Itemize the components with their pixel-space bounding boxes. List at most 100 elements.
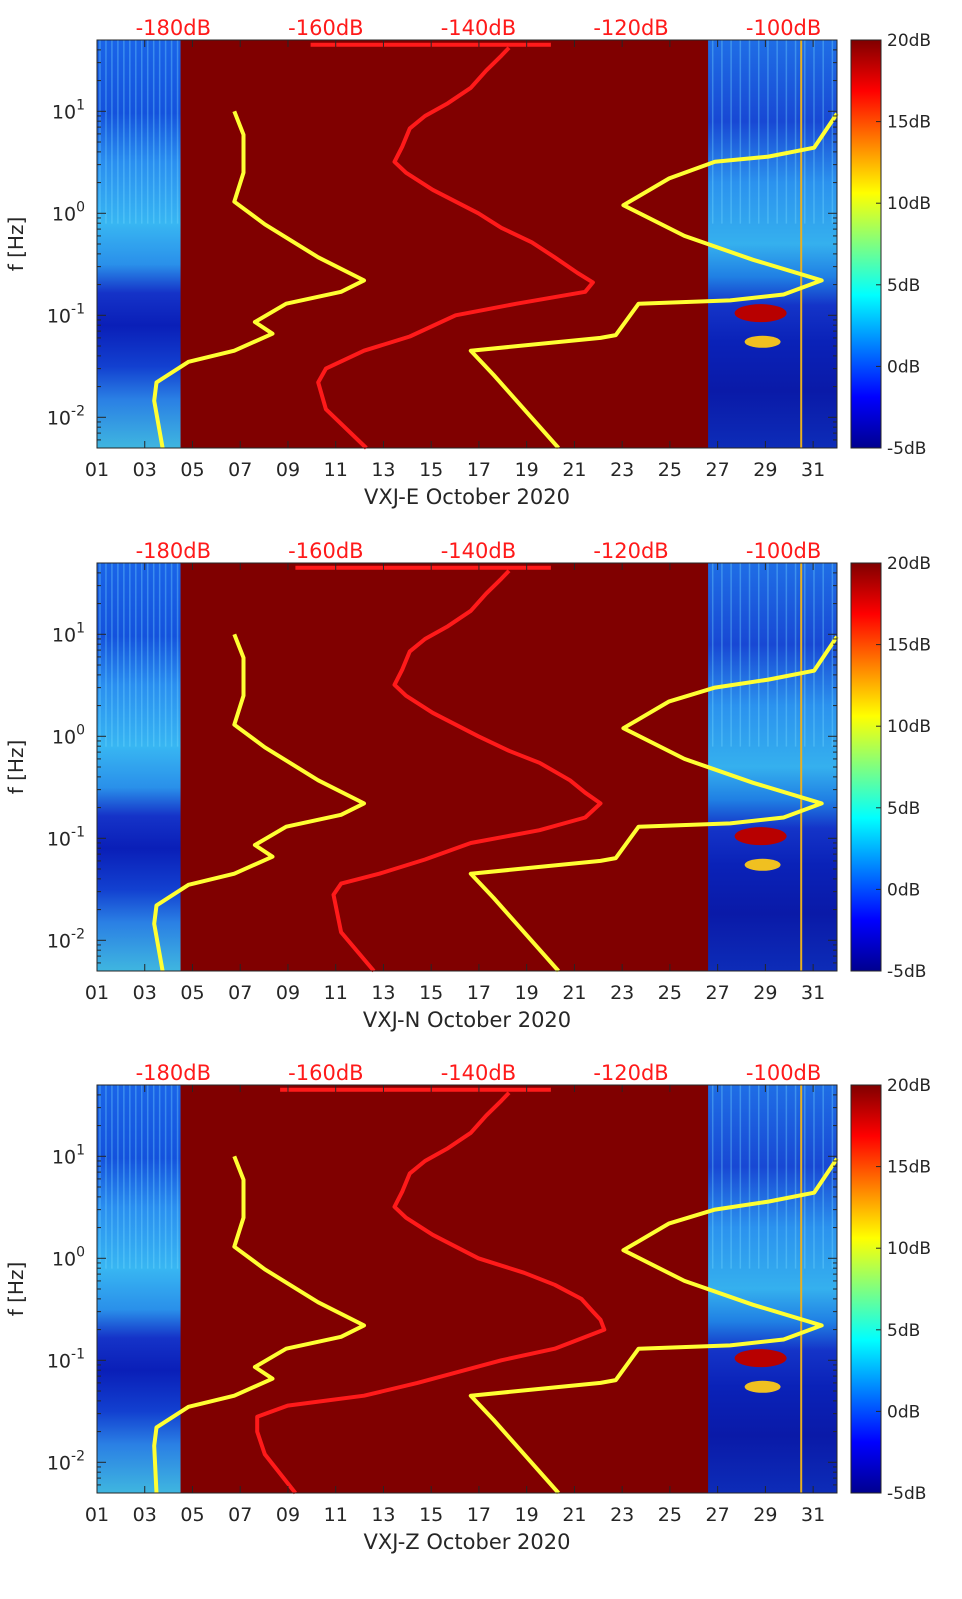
y-tick-label: 10-2 — [47, 926, 85, 952]
y-axis-label: f [Hz] — [4, 1262, 28, 1317]
x-tick-label: 07 — [228, 982, 252, 1004]
colorbar — [850, 562, 882, 972]
y-tick-label: 10-1 — [47, 301, 85, 327]
x-tick-label: 15 — [419, 1504, 443, 1526]
top-tick-label: -100dB — [746, 539, 821, 563]
x-tick-label: 05 — [180, 1504, 204, 1526]
x-tick-label: 01 — [85, 1504, 109, 1526]
x-tick-label: 27 — [706, 1504, 730, 1526]
spectrogram-block — [97, 40, 181, 448]
x-tick-label: 15 — [419, 459, 443, 481]
y-tick-label: 101 — [52, 620, 85, 646]
series-line-1 — [152, 110, 366, 449]
top-tick-label: -140dB — [441, 16, 516, 40]
x-tick-label: 19 — [515, 982, 539, 1004]
x-tick-label: 05 — [180, 982, 204, 1004]
x-tick-label: 07 — [228, 459, 252, 481]
colorbar-tick-label: 0dB — [887, 1402, 920, 1422]
y-tick-label: 10-2 — [47, 1448, 85, 1474]
x-tick-label: 29 — [753, 1504, 777, 1526]
colorbar-tick-label: 5dB — [887, 1321, 920, 1341]
panel-1: 01 03 05 07 09 11 13 15 17 19 21 23 25 27 29 31 -180dB -1… — [4, 16, 931, 509]
colorbar-tick-label: -5dB — [887, 1484, 926, 1504]
series-line-2 — [331, 569, 603, 973]
colorbar-tick-label: 5dB — [887, 799, 920, 819]
x-tick-label: 21 — [562, 459, 586, 481]
x-tick-label: 15 — [419, 982, 443, 1004]
panel-2: 01 03 05 07 09 11 13 15 17 19 21 23 25 27 29 31 -180dB -1… — [4, 539, 931, 1032]
x-tick-label: 31 — [801, 459, 825, 481]
top-tick-label: -160dB — [288, 539, 363, 563]
x-tick-label: 03 — [133, 1504, 157, 1526]
spectrogram-hotspot — [734, 827, 787, 846]
spectrogram-block — [97, 1085, 181, 1493]
x-tick-label: 27 — [706, 459, 730, 481]
x-tick-label: 27 — [706, 982, 730, 1004]
series-line-4 — [468, 635, 839, 973]
x-tick-label: 21 — [562, 1504, 586, 1526]
x-tick-label: 03 — [133, 982, 157, 1004]
spectrogram-block — [708, 563, 837, 971]
y-tick-label: 101 — [52, 97, 85, 123]
y-tick-label: 100 — [52, 1244, 85, 1270]
x-tick-label: 01 — [85, 459, 109, 481]
x-axis-label: VXJ-E October 2020 — [364, 485, 570, 509]
x-tick-label: 13 — [371, 982, 395, 1004]
colorbar-tick-label: 10dB — [887, 717, 931, 737]
colorbar-tick-label: 5dB — [887, 276, 920, 296]
y-tick-label: 100 — [52, 199, 85, 225]
top-tick-label: -120dB — [593, 539, 668, 563]
x-tick-label: 17 — [467, 459, 491, 481]
spectrogram-hotspot — [734, 304, 787, 323]
spectrogram-hotspot — [744, 335, 781, 348]
top-tick-label: -180dB — [136, 1061, 211, 1085]
colorbar-tick-label: 20dB — [887, 31, 931, 51]
colorbar-tick-label: 20dB — [887, 554, 931, 574]
colorbar-tick-label: 10dB — [887, 194, 931, 214]
x-tick-label: 23 — [610, 982, 634, 1004]
x-tick-label: 19 — [515, 459, 539, 481]
series-line-1 — [152, 1155, 366, 1494]
x-tick-label: 11 — [324, 1504, 348, 1526]
colorbar — [850, 39, 882, 449]
x-tick-label: 25 — [658, 1504, 682, 1526]
x-tick-label: 03 — [133, 459, 157, 481]
top-tick-label: -140dB — [441, 1061, 516, 1085]
series-line-4 — [468, 112, 839, 450]
colorbar-tick-label: 0dB — [887, 357, 920, 377]
top-tick-label: -180dB — [136, 16, 211, 40]
spectrogram-hotspot — [734, 1349, 787, 1368]
x-tick-label: 21 — [562, 982, 586, 1004]
x-tick-label: 13 — [371, 459, 395, 481]
top-tick-label: -120dB — [593, 1061, 668, 1085]
x-axis-label: VXJ-Z October 2020 — [364, 1530, 571, 1554]
x-tick-label: 05 — [180, 459, 204, 481]
x-tick-label: 23 — [610, 1504, 634, 1526]
series-line-2 — [255, 1091, 607, 1495]
x-tick-label: 31 — [801, 982, 825, 1004]
top-tick-label: -160dB — [288, 16, 363, 40]
spectrogram-block — [97, 563, 181, 971]
y-tick-label: 101 — [52, 1142, 85, 1168]
y-tick-label: 100 — [52, 722, 85, 748]
x-tick-label: 09 — [276, 1504, 300, 1526]
x-tick-label: 29 — [753, 459, 777, 481]
x-tick-label: 19 — [515, 1504, 539, 1526]
x-axis-label: VXJ-N October 2020 — [363, 1008, 571, 1032]
y-axis-label: f [Hz] — [4, 740, 28, 795]
x-tick-label: 17 — [467, 1504, 491, 1526]
x-tick-label: 31 — [801, 1504, 825, 1526]
x-tick-label: 29 — [753, 982, 777, 1004]
series-line-1 — [152, 633, 366, 972]
x-tick-label: 11 — [324, 982, 348, 1004]
x-tick-label: 17 — [467, 982, 491, 1004]
colorbar-tick-label: 15dB — [887, 636, 931, 656]
panel-3: 01 03 05 07 09 11 13 15 17 19 21 23 25 27 29 31 -180dB -1… — [4, 1061, 931, 1554]
x-tick-label: 09 — [276, 982, 300, 1004]
top-tick-label: -160dB — [288, 1061, 363, 1085]
x-tick-label: 01 — [85, 982, 109, 1004]
spectrogram-block — [708, 40, 837, 448]
y-axis-label: f [Hz] — [4, 217, 28, 272]
x-tick-label: 13 — [371, 1504, 395, 1526]
